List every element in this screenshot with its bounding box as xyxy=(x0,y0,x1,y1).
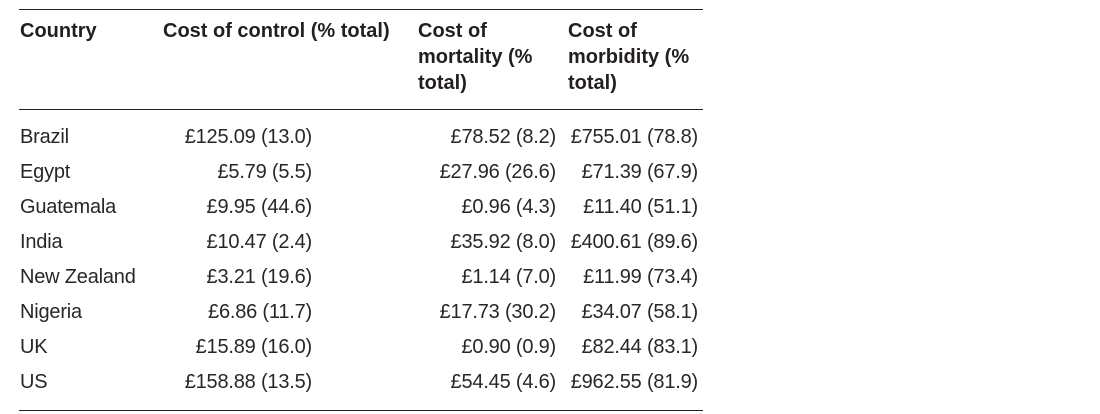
cell-cost-of-control: £15.89 (16.0) xyxy=(195,336,313,358)
cell-cost-of-morbidity: £82.44 (83.1) xyxy=(581,336,699,358)
cell-cost-of-mortality: £27.96 (26.6) xyxy=(439,161,557,183)
cell-cost-of-control: £6.86 (11.7) xyxy=(208,301,312,323)
table-row: UK £15.89 (16.0) £0.90 (0.9) £82.44 (83.… xyxy=(19,330,703,365)
table-row: US £158.88 (13.5) £54.45 (4.6) £962.55 (… xyxy=(19,365,703,411)
header-cost-of-morbidity: Cost of morbidity (% total) xyxy=(568,20,690,94)
cell-country: US xyxy=(20,371,48,393)
cell-cost-of-mortality: £0.90 (0.9) xyxy=(461,336,556,358)
cell-cost-of-control: £3.21 (19.6) xyxy=(206,266,313,288)
cell-cost-of-mortality: £0.96 (4.3) xyxy=(461,196,556,218)
cell-country: Nigeria xyxy=(20,301,82,323)
cell-cost-of-mortality: £78.52 (8.2) xyxy=(450,126,557,148)
table-row: Guatemala £9.95 (44.6) £0.96 (4.3) £11.4… xyxy=(19,190,703,225)
cell-cost-of-morbidity: £755.01 (78.8) xyxy=(570,126,699,148)
header-cost-of-mortality: Cost of mortality (% total) xyxy=(418,20,533,94)
cell-cost-of-morbidity: £71.39 (67.9) xyxy=(581,161,699,183)
cell-country: India xyxy=(20,231,63,253)
header-row: Country Cost of control (% total) Cost o… xyxy=(19,9,703,110)
cell-country: Guatemala xyxy=(20,196,117,218)
cell-cost-of-morbidity: £400.61 (89.6) xyxy=(570,231,699,253)
cell-country: New Zealand xyxy=(20,266,136,288)
table-row: Nigeria £6.86 (11.7) £17.73 (30.2) £34.0… xyxy=(19,295,703,330)
cell-cost-of-mortality: £54.45 (4.6) xyxy=(450,371,557,393)
cost-table-container: Country Cost of control (% total) Cost o… xyxy=(19,9,703,411)
table-header: Country Cost of control (% total) Cost o… xyxy=(19,9,703,110)
cell-cost-of-mortality: £17.73 (30.2) xyxy=(439,301,557,323)
cost-table: Country Cost of control (% total) Cost o… xyxy=(19,9,703,411)
cell-cost-of-mortality: £35.92 (8.0) xyxy=(450,231,557,253)
cell-cost-of-control: £10.47 (2.4) xyxy=(206,231,313,253)
cell-cost-of-morbidity: £11.99 (73.4) xyxy=(583,266,698,288)
cell-cost-of-control: £9.95 (44.6) xyxy=(206,196,313,218)
cell-cost-of-control: £158.88 (13.5) xyxy=(184,371,313,393)
table-row: New Zealand £3.21 (19.6) £1.14 (7.0) £11… xyxy=(19,260,703,295)
table-row: India £10.47 (2.4) £35.92 (8.0) £400.61 … xyxy=(19,225,703,260)
header-cost-of-control: Cost of control (% total) xyxy=(163,20,390,42)
cell-cost-of-control: £125.09 (13.0) xyxy=(184,126,313,148)
cell-country: Egypt xyxy=(20,161,71,183)
cell-country: UK xyxy=(20,336,48,358)
table-row: Egypt £5.79 (5.5) £27.96 (26.6) £71.39 (… xyxy=(19,155,703,190)
cell-cost-of-morbidity: £962.55 (81.9) xyxy=(570,371,699,393)
cell-cost-of-mortality: £1.14 (7.0) xyxy=(461,266,556,288)
table-body: Brazil £125.09 (13.0) £78.52 (8.2) £755.… xyxy=(19,110,703,411)
table-row: Brazil £125.09 (13.0) £78.52 (8.2) £755.… xyxy=(19,110,703,156)
cell-cost-of-control: £5.79 (5.5) xyxy=(217,161,312,183)
cell-cost-of-morbidity: £11.40 (51.1) xyxy=(583,196,698,218)
cell-country: Brazil xyxy=(20,126,69,148)
cell-cost-of-morbidity: £34.07 (58.1) xyxy=(581,301,699,323)
header-country: Country xyxy=(20,20,97,42)
